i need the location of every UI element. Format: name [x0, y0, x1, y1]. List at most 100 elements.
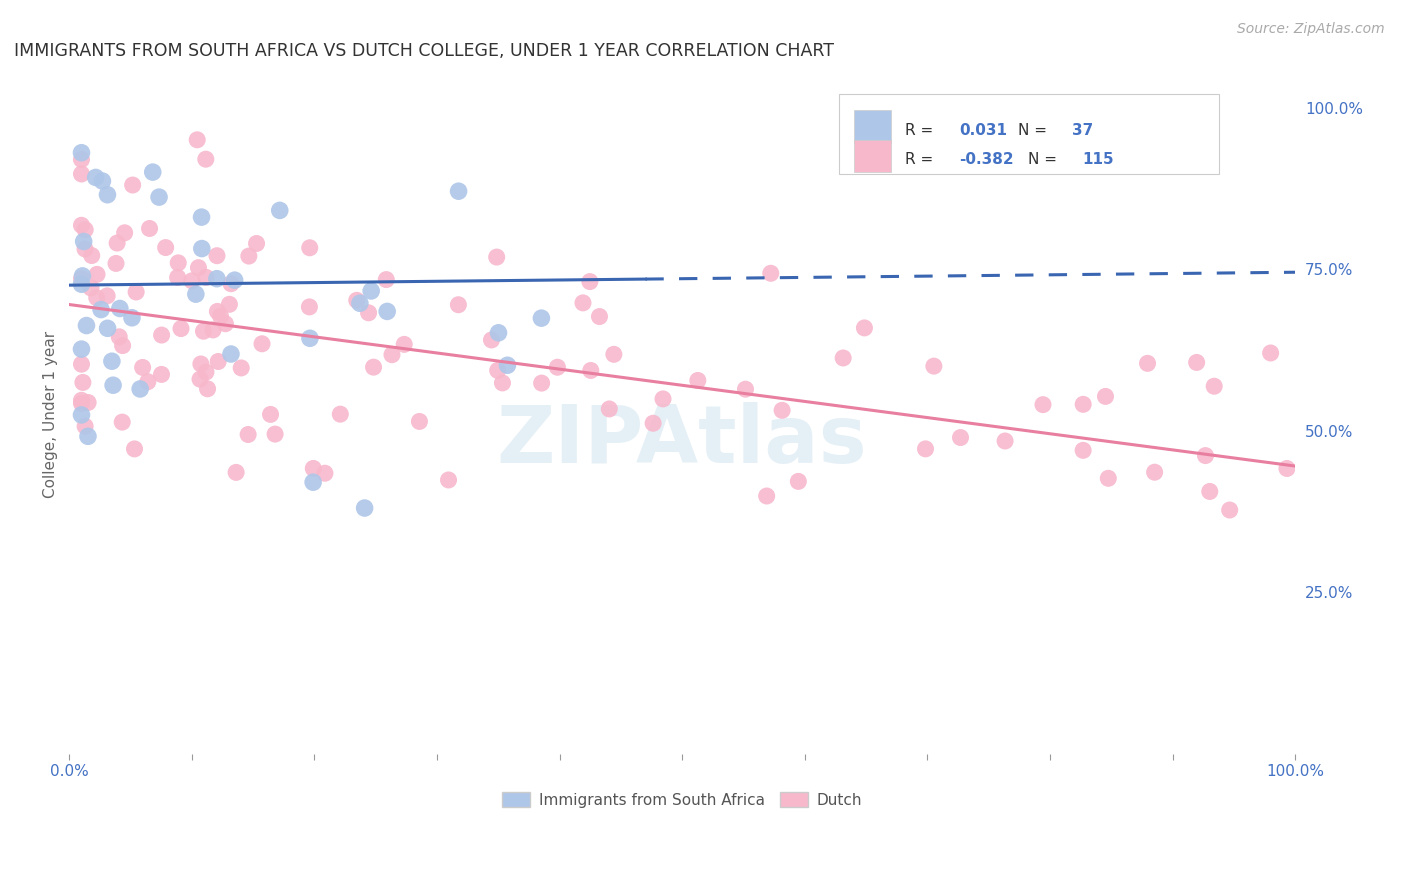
Point [72, 268, 94, 283]
Point [481, 333, 503, 347]
Point [91, 174, 114, 188]
Point [652, 392, 675, 406]
Point [408, 414, 430, 428]
Point [187, 260, 209, 275]
Point [994, 434, 1017, 448]
Point [236, 427, 259, 442]
Point [131, 360, 153, 375]
Point [70, 277, 93, 292]
Bar [853, 111, 890, 143]
Point [70, 145, 93, 160]
Point [755, 489, 778, 503]
Point [195, 270, 218, 285]
Point [231, 360, 253, 375]
Point [572, 296, 595, 310]
Point [346, 293, 368, 308]
Point [298, 331, 321, 345]
Point [1194, 449, 1216, 463]
Point [787, 475, 810, 489]
Point [349, 296, 371, 310]
Point [219, 277, 242, 291]
Point [224, 273, 246, 287]
Point [259, 408, 281, 422]
Point [1275, 461, 1298, 475]
Point [225, 466, 247, 480]
Point [180, 274, 202, 288]
Text: -0.382: -0.382 [959, 153, 1014, 168]
Point [530, 311, 553, 326]
Point [70, 396, 93, 410]
Point [205, 271, 228, 285]
Point [770, 403, 793, 417]
Point [121, 178, 143, 192]
Point [381, 348, 404, 362]
Point [603, 347, 626, 361]
Point [138, 221, 160, 235]
Point [96, 187, 118, 202]
Point [314, 467, 336, 481]
Point [77, 429, 100, 443]
Point [73, 235, 96, 249]
Point [84, 170, 107, 185]
Point [150, 328, 173, 343]
Point [488, 326, 510, 340]
Point [353, 501, 375, 516]
Point [209, 309, 232, 323]
Point [142, 165, 165, 179]
Point [579, 363, 602, 377]
Point [1097, 471, 1119, 485]
Point [1094, 389, 1116, 403]
Point [108, 330, 131, 344]
Point [72, 376, 94, 390]
Point [205, 249, 228, 263]
Point [218, 297, 240, 311]
Text: N =: N = [1028, 153, 1057, 168]
Text: 115: 115 [1081, 153, 1114, 168]
Point [207, 354, 229, 368]
Point [80, 248, 103, 262]
Point [70, 408, 93, 422]
Point [188, 372, 211, 386]
Point [166, 270, 188, 285]
Point [1071, 397, 1094, 411]
Point [70, 167, 93, 181]
Point [686, 374, 709, 388]
Point [108, 301, 131, 316]
Text: Source: ZipAtlas.com: Source: ZipAtlas.com [1237, 22, 1385, 37]
Point [546, 360, 568, 375]
Point [184, 287, 207, 301]
Point [77, 395, 100, 409]
Point [190, 357, 212, 371]
Point [86, 268, 108, 282]
Point [375, 304, 398, 318]
Point [70, 393, 93, 408]
Point [1204, 379, 1226, 393]
Point [579, 275, 602, 289]
Point [191, 242, 214, 256]
Point [96, 289, 118, 303]
Point [124, 442, 146, 456]
Text: IMMIGRANTS FROM SOUTH AFRICA VS DUTCH COLLEGE, UNDER 1 YEAR CORRELATION CHART: IMMIGRANTS FROM SOUTH AFRICA VS DUTCH CO… [14, 42, 834, 60]
Point [194, 152, 217, 166]
Point [202, 323, 225, 337]
Text: 0.031: 0.031 [959, 123, 1007, 138]
Point [491, 376, 513, 390]
Point [485, 250, 508, 264]
Text: N =: N = [1018, 123, 1047, 138]
Text: ZIPAtlas: ZIPAtlas [496, 402, 868, 481]
Point [86, 291, 108, 305]
Point [105, 256, 128, 270]
Point [1219, 503, 1241, 517]
Point [269, 203, 291, 218]
Point [170, 321, 193, 335]
Point [1198, 484, 1220, 499]
Point [70, 357, 93, 371]
Point [1260, 346, 1282, 360]
Point [167, 256, 190, 270]
Point [264, 427, 287, 442]
Point [150, 368, 173, 382]
Point [530, 376, 553, 390]
Point [302, 475, 325, 490]
Point [207, 304, 229, 318]
Point [1185, 355, 1208, 369]
